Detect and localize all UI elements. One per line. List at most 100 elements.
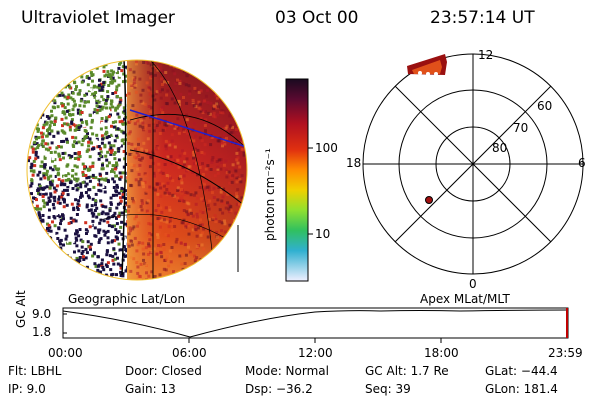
speckle-pixel <box>29 220 33 224</box>
day-texture-pixel <box>191 151 195 155</box>
day-texture-pixel <box>173 101 177 105</box>
day-texture-pixel <box>212 111 216 115</box>
speckle-pixel <box>62 270 66 273</box>
apex-caption: Apex MLat/MLT <box>420 292 510 306</box>
speckle-pixel <box>73 177 77 181</box>
day-texture-pixel <box>229 232 233 236</box>
day-texture-pixel <box>134 62 138 66</box>
speckle-pixel <box>118 73 122 77</box>
speckle-pixel <box>63 78 67 82</box>
speckle-pixel <box>91 132 95 136</box>
speckle-pixel <box>88 155 92 159</box>
speckle-pixel <box>103 186 107 189</box>
day-texture-pixel <box>159 170 163 174</box>
day-texture-pixel <box>183 162 186 166</box>
day-texture-pixel <box>191 170 195 174</box>
speckle-pixel <box>73 128 77 132</box>
day-texture-pixel <box>182 218 186 222</box>
speckle-pixel <box>30 164 34 168</box>
speckle-pixel <box>100 177 104 181</box>
day-texture-pixel <box>202 73 206 77</box>
day-texture-pixel <box>152 174 156 178</box>
day-texture-pixel <box>128 68 132 72</box>
speckle-pixel <box>42 250 46 254</box>
speckle-pixel <box>115 135 119 139</box>
speckle-pixel <box>68 112 71 116</box>
day-texture-pixel <box>232 67 236 70</box>
day-texture-pixel <box>246 193 247 197</box>
day-texture-pixel <box>203 99 207 103</box>
day-texture-pixel <box>159 186 163 190</box>
speckle-pixel <box>41 145 45 148</box>
speckle-pixel <box>102 83 106 86</box>
day-texture-pixel <box>170 228 174 232</box>
day-texture-pixel <box>142 258 145 262</box>
speckle-pixel <box>44 147 48 151</box>
day-texture-pixel <box>187 67 191 71</box>
day-texture-pixel <box>168 249 172 253</box>
speckle-pixel <box>51 71 55 75</box>
day-texture-pixel <box>195 212 199 216</box>
speckle-pixel <box>93 154 96 158</box>
speckle-pixel <box>49 260 53 264</box>
day-texture-pixel <box>225 66 229 70</box>
day-texture-pixel <box>127 244 131 248</box>
speckle-pixel <box>44 91 48 95</box>
speckle-pixel <box>53 101 57 105</box>
day-texture-pixel <box>244 213 247 217</box>
speckle-pixel <box>53 224 57 228</box>
day-texture-pixel <box>178 79 182 83</box>
speckle-pixel <box>100 134 104 138</box>
day-texture-pixel <box>146 61 150 65</box>
day-texture-pixel <box>137 158 141 161</box>
day-texture-pixel <box>191 65 195 69</box>
speckle-pixel <box>101 210 105 214</box>
speckle-pixel <box>121 274 125 278</box>
day-texture-pixel <box>210 191 214 195</box>
speckle-pixel <box>87 188 91 192</box>
speckle-pixel <box>40 160 44 164</box>
info-door: Door: Closed <box>125 364 202 378</box>
day-texture-pixel <box>235 176 239 180</box>
speckle-pixel <box>74 232 77 236</box>
speckle-pixel <box>61 104 65 108</box>
speckle-pixel <box>29 106 33 110</box>
day-texture-pixel <box>130 184 134 188</box>
day-texture-pixel <box>132 70 136 74</box>
speckle-pixel <box>110 172 114 176</box>
speckle-pixel <box>85 92 89 96</box>
day-texture-pixel <box>152 186 156 190</box>
speckle-pixel <box>42 174 46 178</box>
speckle-pixel <box>98 172 102 176</box>
speckle-pixel <box>46 142 50 146</box>
speckle-pixel <box>106 261 110 265</box>
day-texture-pixel <box>184 242 187 246</box>
day-texture-pixel <box>148 232 152 235</box>
speckle-pixel <box>70 118 74 122</box>
speckle-pixel <box>97 231 101 235</box>
speckle-pixel <box>42 123 46 127</box>
day-texture-pixel <box>179 92 183 96</box>
day-texture-pixel <box>138 77 142 81</box>
speckle-pixel <box>78 104 82 108</box>
day-texture-pixel <box>202 152 206 156</box>
speckle-pixel <box>35 277 39 280</box>
day-texture-pixel <box>127 232 131 236</box>
speckle-pixel <box>59 261 63 265</box>
day-texture-pixel <box>234 174 238 178</box>
day-texture-pixel <box>134 178 138 182</box>
speckle-pixel <box>111 92 115 95</box>
speckle-pixel <box>41 195 45 198</box>
speckle-pixel <box>64 178 68 182</box>
speckle-pixel <box>46 90 50 94</box>
info-mode: Mode: Normal <box>245 364 329 378</box>
speckle-pixel <box>88 245 92 249</box>
speckle-pixel <box>79 182 83 186</box>
speckle-pixel <box>83 129 87 132</box>
speckle-pixel <box>45 257 49 261</box>
day-texture-pixel <box>162 247 166 251</box>
day-texture-pixel <box>225 175 229 179</box>
speckle-pixel <box>122 165 126 169</box>
speckle-pixel <box>97 241 101 244</box>
day-texture-pixel <box>192 154 196 158</box>
